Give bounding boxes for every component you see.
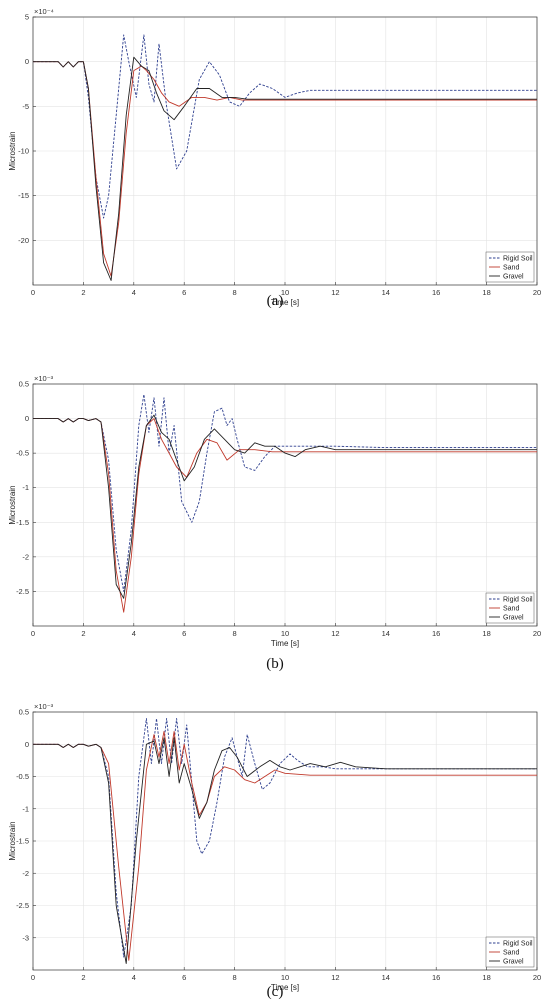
y-axis-label: Microstrain: [8, 485, 17, 524]
x-tick-label: 10: [281, 288, 289, 297]
y-tick-label: -15: [18, 191, 29, 200]
x-tick-label: 10: [281, 629, 289, 638]
y-tick-label: 0: [25, 740, 29, 749]
panel-label: (a): [267, 293, 284, 309]
y-tick-label: 0.5: [19, 708, 29, 717]
x-tick-label: 4: [132, 629, 136, 638]
y-tick-label: -1: [22, 804, 29, 813]
x-tick-label: 12: [331, 973, 339, 982]
legend-label: Rigid Soil: [503, 940, 533, 947]
y-tick-label: -2: [22, 869, 29, 878]
legend-label: Rigid Soil: [503, 596, 533, 603]
axis-exponent-label: ×10⁻³: [34, 702, 54, 711]
chart-panel: 0 2 4 6 8 10 12 14 16 18 20 0.5 0 -0.5 -1 -1.5 -2 -2.5 ×10…: [8, 374, 541, 672]
x-tick-label: 18: [482, 973, 490, 982]
legend-label: Gravel: [503, 614, 524, 621]
x-tick-label: 16: [432, 629, 440, 638]
y-axis-label: Microstrain: [8, 131, 17, 170]
x-tick-label: 14: [382, 973, 390, 982]
legend-label: Sand: [503, 605, 519, 612]
x-tick-label: 2: [81, 288, 85, 297]
legend-label: Sand: [503, 949, 519, 956]
y-tick-label: -20: [18, 236, 29, 245]
y-tick-label: 5: [25, 13, 29, 22]
x-axis-label: Time [s]: [271, 298, 299, 307]
axes-frame: [32, 383, 538, 627]
x-tick-label: 0: [31, 973, 35, 982]
y-tick-label: -0.5: [16, 772, 29, 781]
y-tick-label: 0: [25, 414, 29, 423]
x-tick-label: 16: [432, 973, 440, 982]
chart-panel: 0 2 4 6 8 10 12 14 16 18 20 0.5 0 -0.5 -1 -1.5 -2 -2.5 -3 ×…: [8, 702, 541, 1000]
x-tick-label: 10: [281, 973, 289, 982]
y-tick-label: -1.5: [16, 518, 29, 527]
y-tick-label: -2: [22, 552, 29, 561]
x-tick-label: 2: [81, 973, 85, 982]
x-tick-label: 0: [31, 629, 35, 638]
y-tick-label: -3: [22, 933, 29, 942]
axes-frame: [32, 16, 538, 286]
series-line-gravel: [33, 414, 537, 599]
x-tick-label: 20: [533, 629, 541, 638]
y-tick-label: -1.5: [16, 837, 29, 846]
x-tick-label: 4: [132, 288, 136, 297]
x-axis-label: Time [s]: [271, 639, 299, 648]
x-tick-label: 8: [233, 629, 237, 638]
y-tick-label: 0.5: [19, 380, 29, 389]
chart-legend: Rigid Soil Sand Gravel: [485, 592, 535, 624]
x-axis-label: Time [s]: [271, 983, 299, 992]
x-tick-label: 14: [382, 629, 390, 638]
legend-label: Rigid Soil: [503, 255, 533, 262]
panel-label: (c): [267, 984, 284, 1000]
y-tick-label: -0.5: [16, 449, 29, 458]
x-tick-label: 0: [31, 288, 35, 297]
x-tick-label: 6: [182, 288, 186, 297]
legend-label: Gravel: [503, 958, 524, 965]
x-tick-label: 12: [331, 629, 339, 638]
y-tick-label: -2.5: [16, 901, 29, 910]
x-tick-label: 12: [331, 288, 339, 297]
chart-panel: 0 2 4 6 8 10 12 14 16 18 20 5 0 -5 -10 -15 -20 ×10⁻⁴ Rigid…: [8, 7, 541, 309]
y-tick-label: -5: [22, 102, 29, 111]
x-tick-label: 6: [182, 629, 186, 638]
y-axis-label: Microstrain: [8, 821, 17, 860]
y-tick-label: -1: [22, 483, 29, 492]
x-tick-label: 8: [233, 973, 237, 982]
series-line-gravel: [33, 737, 537, 964]
x-tick-label: 4: [132, 973, 136, 982]
x-tick-label: 20: [533, 288, 541, 297]
x-tick-label: 8: [233, 288, 237, 297]
x-tick-label: 18: [482, 629, 490, 638]
y-tick-label: -2.5: [16, 587, 29, 596]
axes-frame: [32, 711, 538, 971]
chart-legend: Rigid Soil Sand Gravel: [485, 936, 535, 968]
y-tick-label: -10: [18, 147, 29, 156]
panel-label: (b): [266, 656, 284, 672]
y-tick-label: 0: [25, 57, 29, 66]
x-tick-label: 18: [482, 288, 490, 297]
x-tick-label: 6: [182, 973, 186, 982]
chart-legend: Rigid Soil Sand Gravel: [485, 251, 535, 283]
axis-exponent-label: ×10⁻⁴: [34, 7, 54, 16]
series-line-gravel: [33, 56, 537, 281]
x-tick-label: 2: [81, 629, 85, 638]
axis-exponent-label: ×10⁻³: [34, 374, 54, 383]
legend-label: Sand: [503, 264, 519, 271]
x-tick-label: 14: [382, 288, 390, 297]
x-tick-label: 16: [432, 288, 440, 297]
legend-label: Gravel: [503, 273, 524, 280]
x-tick-label: 20: [533, 973, 541, 982]
